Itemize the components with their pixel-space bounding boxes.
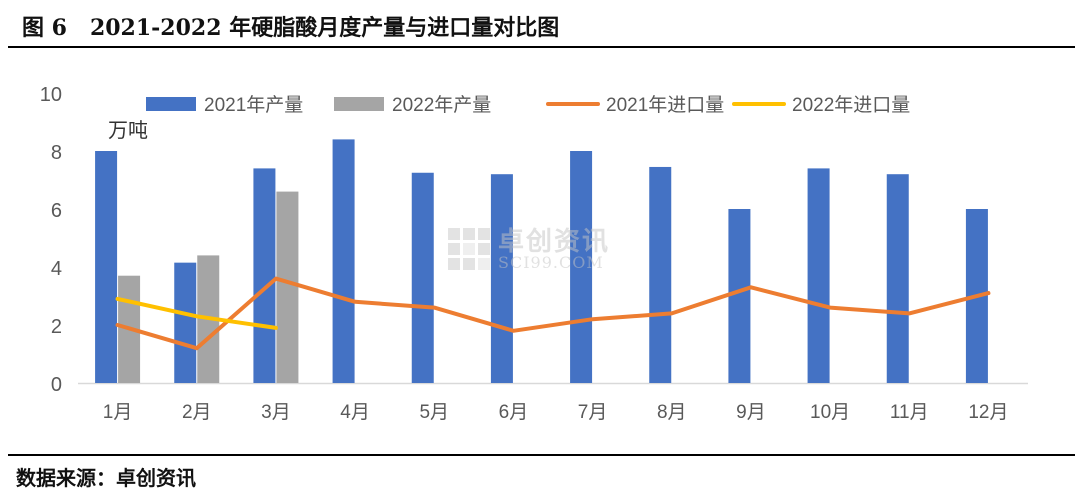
series-line — [115, 296, 278, 330]
bar — [411, 172, 434, 383]
title-bar: 图 6 2021-2022 年硬脂酸月度产量与进口量对比图 — [8, 0, 1075, 48]
figure-title: 图 6 2021-2022 年硬脂酸月度产量与进口量对比图 — [22, 15, 560, 41]
y-tick-label: 8 — [51, 142, 62, 164]
legend-label: 2022年产量 — [392, 94, 491, 116]
x-tick-label: 8月 — [657, 402, 687, 423]
legend-label: 2021年产量 — [204, 94, 303, 116]
bar — [649, 166, 672, 383]
source-note: 数据来源：卓创资讯 — [16, 466, 196, 490]
bar — [728, 209, 751, 383]
legend-label: 2022年进口量 — [792, 94, 910, 116]
y-tick-label: 10 — [40, 84, 62, 106]
bar — [807, 168, 830, 383]
y-tick-label: 6 — [51, 200, 62, 222]
x-tick-label: 12月 — [968, 402, 1008, 423]
bar — [332, 139, 355, 383]
series-line — [115, 276, 991, 351]
bar — [570, 151, 593, 383]
legend-swatch — [146, 97, 196, 111]
x-tick-label: 3月 — [261, 402, 291, 423]
x-tick-label: 4月 — [340, 402, 370, 423]
watermark-en: SCI99.COM — [498, 253, 604, 272]
bar — [95, 151, 118, 383]
y-tick-label: 4 — [51, 258, 62, 280]
watermark-cn: 卓创资讯 — [498, 227, 611, 257]
x-tick-label: 10月 — [810, 402, 850, 423]
bar — [490, 174, 513, 383]
y-tick-label: 0 — [51, 374, 62, 396]
y-tick-label: 2 — [51, 316, 62, 338]
x-tick-label: 11月 — [890, 402, 929, 423]
bar — [886, 174, 909, 383]
x-tick-label: 7月 — [578, 402, 608, 423]
x-tick-label: 2月 — [182, 402, 212, 423]
footer-rule — [8, 454, 1075, 456]
x-tick-label: 1月 — [103, 402, 133, 423]
bar — [276, 191, 299, 383]
x-tick-label: 9月 — [736, 402, 766, 423]
watermark: 卓创资讯 SCI99.COM — [448, 228, 610, 272]
legend-label: 2021年进口量 — [606, 94, 724, 116]
bar — [253, 168, 276, 383]
watermark-logo-icon — [448, 228, 492, 272]
legend-swatch — [334, 97, 384, 111]
x-tick-label: 6月 — [499, 402, 529, 423]
unit-label: 万吨 — [108, 119, 148, 142]
x-tick-label: 5月 — [419, 402, 449, 423]
bar — [174, 262, 197, 383]
